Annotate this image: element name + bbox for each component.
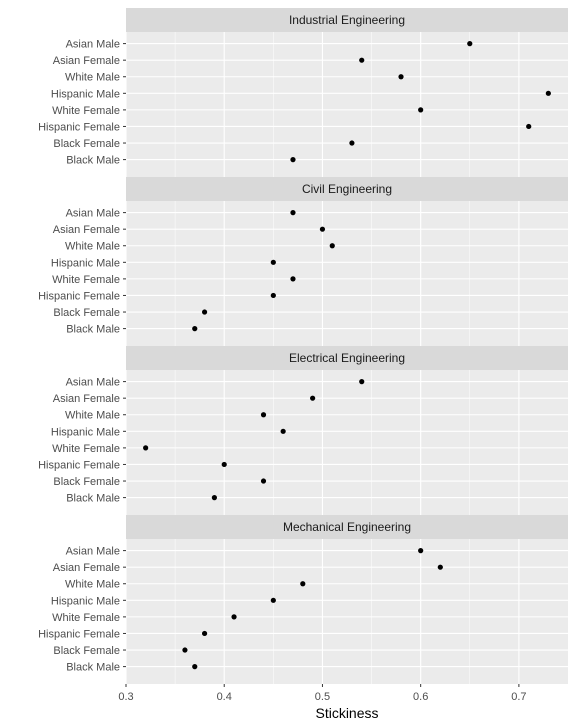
y-tick-label: Black Male: [66, 662, 120, 674]
y-tick-label: Black Male: [66, 493, 120, 505]
data-point: [398, 74, 404, 80]
y-tick-label: Asian Female: [53, 562, 120, 574]
y-tick-label: Hispanic Male: [51, 426, 120, 438]
y-tick-label: Asian Male: [66, 546, 120, 558]
data-point: [192, 326, 198, 332]
data-point: [143, 445, 149, 451]
y-tick-label: Asian Male: [66, 208, 120, 220]
y-tick-label: White Male: [65, 241, 120, 253]
y-tick-label: Hispanic Female: [38, 628, 120, 640]
x-tick-label: 0.6: [413, 691, 428, 703]
data-point: [201, 309, 208, 315]
y-tick-label: Asian Female: [53, 224, 120, 236]
facet-strip: [126, 8, 568, 32]
data-point: [319, 226, 326, 232]
facet-strip: [126, 346, 568, 370]
y-tick-label: Hispanic Female: [38, 290, 120, 302]
data-point: [526, 123, 532, 130]
data-point: [192, 664, 198, 670]
facet-title: Industrial Engineering: [289, 13, 405, 27]
data-point: [359, 379, 365, 385]
x-tick-label: 0.3: [118, 691, 133, 703]
data-point: [418, 107, 424, 113]
y-tick-label: Black Female: [53, 476, 120, 488]
data-point: [221, 461, 227, 468]
y-tick-label: Black Female: [53, 138, 120, 150]
data-point: [260, 412, 267, 418]
data-point: [359, 57, 365, 63]
data-point: [182, 647, 188, 653]
panel-background: [126, 539, 568, 684]
x-tick-label: 0.4: [217, 691, 232, 703]
y-tick-label: White Female: [52, 105, 120, 117]
y-tick-label: White Female: [52, 443, 120, 455]
data-point: [260, 478, 267, 484]
y-tick-label: White Male: [65, 579, 120, 591]
data-point: [231, 614, 237, 620]
data-point: [270, 292, 276, 299]
y-tick-label: Asian Female: [53, 393, 120, 405]
data-point: [290, 157, 296, 163]
y-tick-label: Hispanic Female: [38, 121, 120, 133]
x-tick-label: 0.7: [511, 691, 526, 703]
x-axis-title: Stickiness: [315, 705, 378, 720]
data-point: [280, 428, 286, 434]
y-tick-label: Asian Female: [53, 55, 120, 67]
panel-background: [126, 32, 568, 177]
y-tick-label: Hispanic Male: [51, 595, 120, 607]
y-tick-label: White Female: [52, 612, 120, 624]
data-point: [290, 276, 296, 282]
data-point: [467, 41, 473, 47]
y-tick-label: Black Female: [53, 307, 120, 319]
data-point: [349, 140, 355, 146]
data-point: [270, 597, 276, 603]
y-tick-label: Black Male: [66, 155, 120, 167]
data-point: [545, 90, 551, 96]
data-point: [310, 395, 316, 401]
y-tick-label: Asian Male: [66, 377, 120, 389]
y-tick-label: Hispanic Female: [38, 459, 120, 471]
facet-strip: [126, 515, 568, 539]
y-tick-label: Hispanic Male: [51, 88, 120, 100]
data-point: [329, 243, 335, 249]
facet-strip: [126, 177, 568, 201]
data-point: [300, 581, 306, 587]
y-tick-label: Black Female: [53, 645, 120, 657]
panel-background: [126, 201, 568, 346]
facet-title: Mechanical Engineering: [283, 520, 411, 534]
facet-title: Civil Engineering: [302, 182, 392, 196]
data-point: [201, 630, 208, 637]
data-point: [437, 564, 443, 570]
y-tick-label: White Female: [52, 274, 120, 286]
y-tick-label: Hispanic Male: [51, 257, 120, 269]
data-point: [270, 259, 276, 265]
facet-title: Electrical Engineering: [289, 351, 405, 365]
x-tick-label: 0.5: [315, 691, 330, 703]
data-point: [290, 210, 296, 216]
y-tick-label: Black Male: [66, 324, 120, 336]
panel-background: [126, 370, 568, 515]
y-tick-label: Asian Male: [66, 39, 120, 51]
data-point: [211, 495, 217, 501]
y-tick-label: White Male: [65, 72, 120, 84]
y-tick-label: White Male: [65, 410, 120, 422]
data-point: [418, 548, 424, 554]
